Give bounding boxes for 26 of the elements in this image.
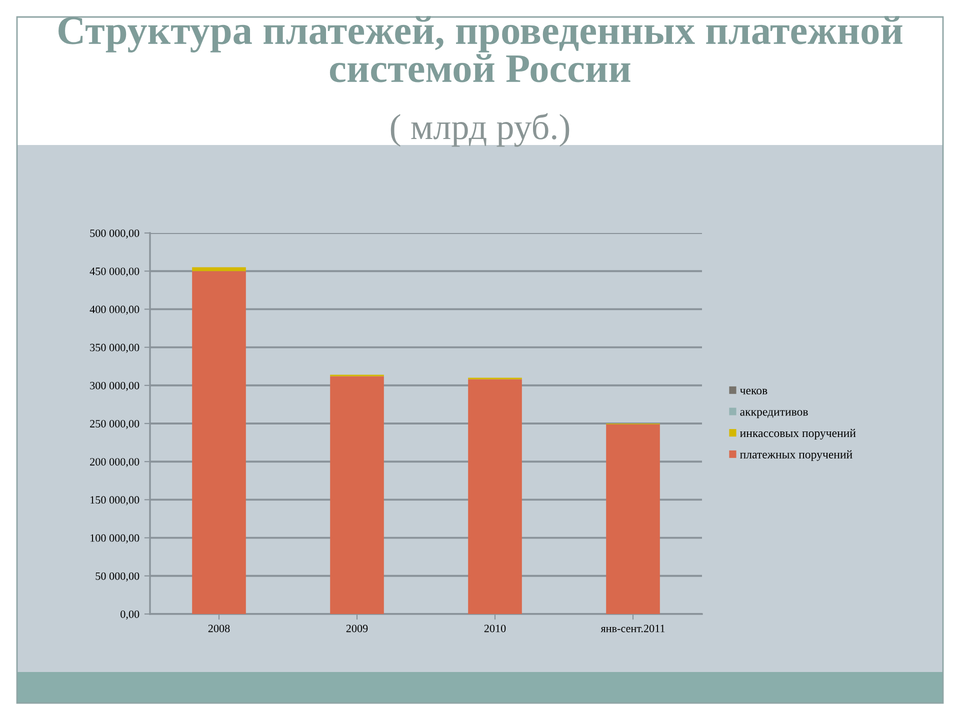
bar — [468, 379, 522, 614]
chart-title: Структура платежей, проведенных платежной системой России — [58, 16, 902, 82]
bar — [192, 271, 246, 614]
y-tick-label: 0,00 — [120, 610, 140, 620]
x-tick-label: янв-сент.2011 — [600, 624, 665, 632]
y-tick-label: 300 000,00 — [90, 382, 140, 391]
x-tick-label: 2009 — [346, 624, 368, 632]
y-tick-label: 350 000,00 — [90, 344, 140, 353]
bar — [192, 267, 246, 272]
bar — [606, 424, 660, 614]
y-tick-label: 500 000,00 — [90, 229, 140, 239]
legend-label: инкассовых поручений — [740, 428, 856, 440]
y-tick-label: 200 000,00 — [90, 458, 140, 468]
legend-label: аккредитивов — [740, 410, 808, 418]
y-tick-label: 150 000,00 — [90, 496, 140, 506]
y-tick-label: 400 000,00 — [90, 306, 140, 315]
y-tick-label: 250 000,00 — [90, 420, 140, 430]
x-tick-label: 2010 — [484, 624, 506, 632]
x-tick-label: 2008 — [208, 624, 230, 632]
y-tick-label: 50 000,00 — [96, 572, 140, 582]
chart-subtitle: ( млрд руб.) — [390, 113, 570, 147]
legend-label: чеков — [740, 388, 768, 394]
legend-label: платежных поручений — [740, 450, 852, 461]
y-tick-label: 100 000,00 — [90, 534, 140, 544]
y-tick-label: 450 000,00 — [90, 268, 140, 277]
bar — [330, 376, 384, 614]
